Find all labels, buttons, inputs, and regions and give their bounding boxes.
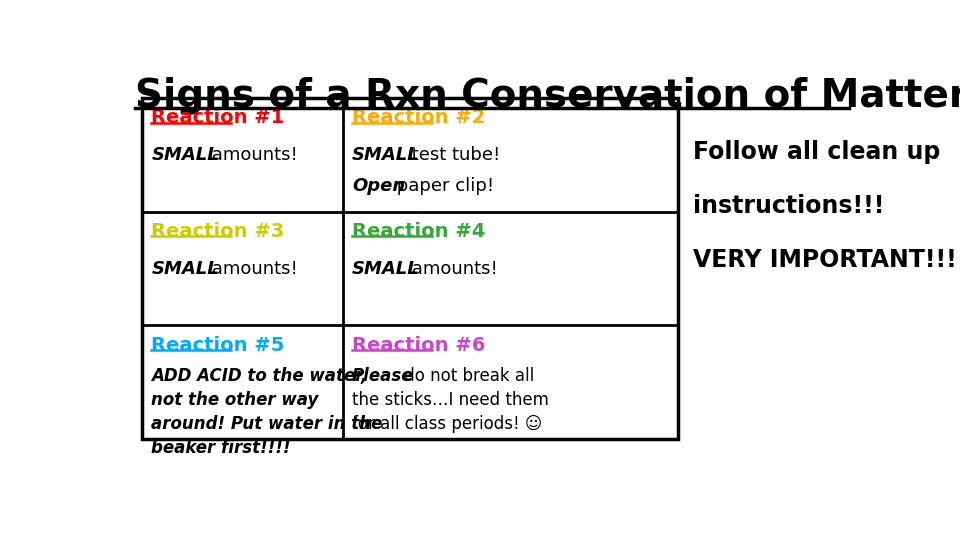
FancyBboxPatch shape: [142, 98, 678, 439]
Text: do not break all: do not break all: [399, 367, 535, 385]
Text: ADD ACID to the water,: ADD ACID to the water,: [152, 367, 368, 385]
Text: Reaction #3: Reaction #3: [152, 222, 284, 241]
Text: around! Put water in the: around! Put water in the: [152, 415, 383, 433]
Text: paper clip!: paper clip!: [391, 177, 494, 195]
Text: SMALL: SMALL: [152, 146, 219, 164]
Text: for all class periods! ☺: for all class periods! ☺: [352, 415, 542, 433]
Text: beaker first!!!!: beaker first!!!!: [152, 440, 291, 457]
Text: VERY IMPORTANT!!!: VERY IMPORTANT!!!: [693, 248, 956, 272]
Text: Reaction #1: Reaction #1: [152, 109, 284, 127]
Text: amounts!: amounts!: [205, 146, 298, 164]
Text: not the other way: not the other way: [152, 391, 319, 409]
Text: Please: Please: [352, 367, 414, 385]
Text: Signs of a Rxn Conservation of Matter Lab: Signs of a Rxn Conservation of Matter La…: [134, 77, 960, 115]
Text: Reaction #4: Reaction #4: [352, 222, 486, 241]
Text: Reaction #2: Reaction #2: [352, 109, 486, 127]
Text: SMALL: SMALL: [352, 260, 420, 278]
Text: SMALL: SMALL: [352, 146, 420, 164]
Text: Reaction #6: Reaction #6: [352, 336, 486, 355]
Text: instructions!!!: instructions!!!: [693, 194, 884, 218]
Text: Follow all clean up: Follow all clean up: [693, 140, 940, 164]
Text: Reaction #5: Reaction #5: [152, 336, 284, 355]
Text: the sticks…I need them: the sticks…I need them: [352, 391, 549, 409]
Text: Open: Open: [352, 177, 405, 195]
Text: SMALL: SMALL: [152, 260, 219, 278]
Text: amounts!: amounts!: [406, 260, 498, 278]
Text: test tube!: test tube!: [406, 146, 501, 164]
Text: amounts!: amounts!: [205, 260, 298, 278]
